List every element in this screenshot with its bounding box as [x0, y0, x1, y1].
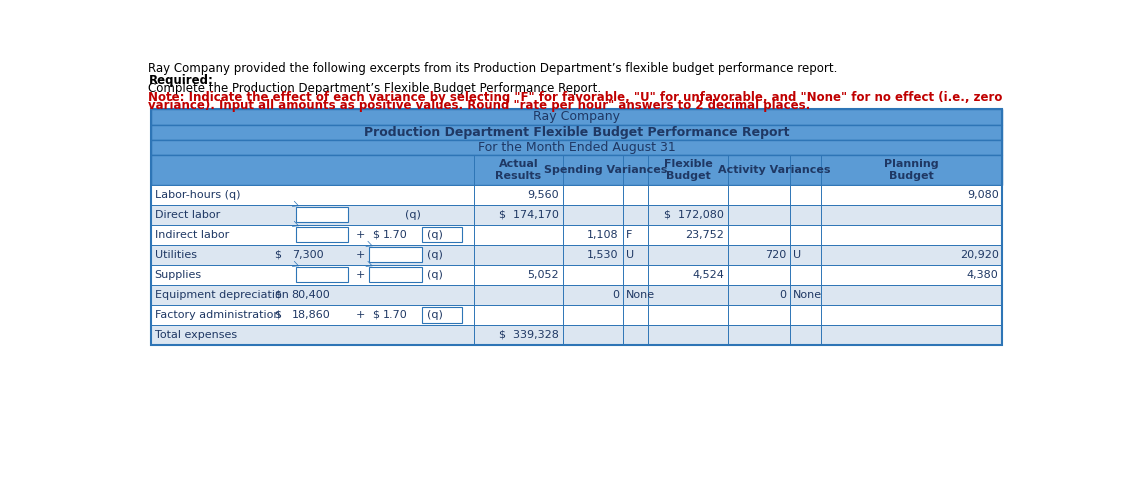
- Text: Spending Variances: Spending Variances: [544, 165, 667, 175]
- Text: Flexible
Budget: Flexible Budget: [664, 159, 712, 181]
- Bar: [422, 307, 462, 322]
- Bar: [152, 125, 1002, 140]
- Text: (q): (q): [426, 270, 442, 280]
- Text: Labor-hours (q): Labor-hours (q): [154, 190, 240, 200]
- Text: $: $: [372, 310, 379, 320]
- Text: Total expenses: Total expenses: [154, 330, 236, 340]
- Text: $: $: [273, 250, 281, 260]
- Text: (q): (q): [426, 310, 442, 320]
- Text: $: $: [273, 310, 281, 320]
- Text: 4,524: 4,524: [692, 270, 724, 280]
- Bar: [152, 109, 1002, 345]
- Text: None: None: [626, 290, 655, 300]
- Text: $  174,170: $ 174,170: [500, 210, 559, 220]
- Bar: [152, 325, 1002, 345]
- Text: $  339,328: $ 339,328: [500, 330, 559, 340]
- Text: variance). Input all amounts as positive values. Round "rate per hour" answers t: variance). Input all amounts as positive…: [148, 99, 811, 112]
- Text: For the Month Ended August 31: For the Month Ended August 31: [478, 141, 676, 154]
- Bar: [152, 109, 1002, 125]
- Text: U: U: [793, 250, 801, 260]
- Text: 9,560: 9,560: [528, 190, 559, 200]
- Text: 7,300: 7,300: [291, 250, 323, 260]
- Bar: [296, 227, 349, 243]
- Bar: [369, 247, 422, 262]
- Text: 0: 0: [780, 290, 786, 300]
- Text: +: +: [357, 270, 366, 280]
- Text: F: F: [626, 230, 632, 240]
- Text: 720: 720: [765, 250, 786, 260]
- Text: 9,080: 9,080: [966, 190, 999, 200]
- Bar: [296, 207, 349, 222]
- Text: 1,108: 1,108: [587, 230, 619, 240]
- Bar: [422, 227, 462, 243]
- Bar: [152, 245, 1002, 265]
- Text: 5,052: 5,052: [528, 270, 559, 280]
- Text: 18,860: 18,860: [291, 310, 331, 320]
- Bar: [152, 265, 1002, 285]
- Text: Ray Company provided the following excerpts from its Production Department’s fle: Ray Company provided the following excer…: [148, 62, 838, 75]
- Bar: [296, 267, 349, 282]
- Text: $: $: [372, 230, 379, 240]
- Text: 23,752: 23,752: [685, 230, 724, 240]
- Text: 0: 0: [612, 290, 619, 300]
- Bar: [152, 285, 1002, 305]
- Bar: [152, 185, 1002, 205]
- Text: Planning
Budget: Planning Budget: [884, 159, 939, 181]
- Text: Direct labor: Direct labor: [154, 210, 219, 220]
- Bar: [152, 205, 1002, 225]
- Text: +: +: [357, 230, 366, 240]
- Text: 4,380: 4,380: [966, 270, 999, 280]
- Bar: [369, 267, 422, 282]
- Text: 1.70: 1.70: [384, 230, 408, 240]
- Text: +: +: [357, 310, 366, 320]
- Bar: [152, 140, 1002, 155]
- Text: 1,530: 1,530: [587, 250, 619, 260]
- Text: Required:: Required:: [148, 74, 214, 87]
- Text: Note: Indicate the effect of each variance by selecting "F" for favorable, "U" f: Note: Indicate the effect of each varian…: [148, 91, 1002, 104]
- Text: Ray Company: Ray Company: [533, 110, 621, 123]
- Text: 20,920: 20,920: [960, 250, 999, 260]
- Text: (q): (q): [426, 230, 442, 240]
- Bar: [152, 155, 1002, 185]
- Bar: [152, 305, 1002, 325]
- Text: Actual
Results: Actual Results: [495, 159, 541, 181]
- Text: Activity Variances: Activity Variances: [719, 165, 831, 175]
- Text: Indirect labor: Indirect labor: [154, 230, 228, 240]
- Text: +: +: [357, 250, 366, 260]
- Text: U: U: [626, 250, 633, 260]
- Text: 80,400: 80,400: [291, 290, 331, 300]
- Text: Supplies: Supplies: [154, 270, 201, 280]
- Text: $  172,080: $ 172,080: [665, 210, 724, 220]
- Bar: [152, 225, 1002, 245]
- Text: Factory administration: Factory administration: [154, 310, 280, 320]
- Text: $: $: [273, 290, 281, 300]
- Text: Utilities: Utilities: [154, 250, 197, 260]
- Text: (q): (q): [426, 250, 442, 260]
- Text: (q): (q): [405, 210, 421, 220]
- Text: 1.70: 1.70: [384, 310, 408, 320]
- Text: Complete the Production Department’s Flexible Budget Performance Report.: Complete the Production Department’s Fle…: [148, 82, 602, 95]
- Text: Equipment depreciation: Equipment depreciation: [154, 290, 288, 300]
- Text: Production Department Flexible Budget Performance Report: Production Department Flexible Budget Pe…: [364, 126, 790, 139]
- Text: None: None: [793, 290, 822, 300]
